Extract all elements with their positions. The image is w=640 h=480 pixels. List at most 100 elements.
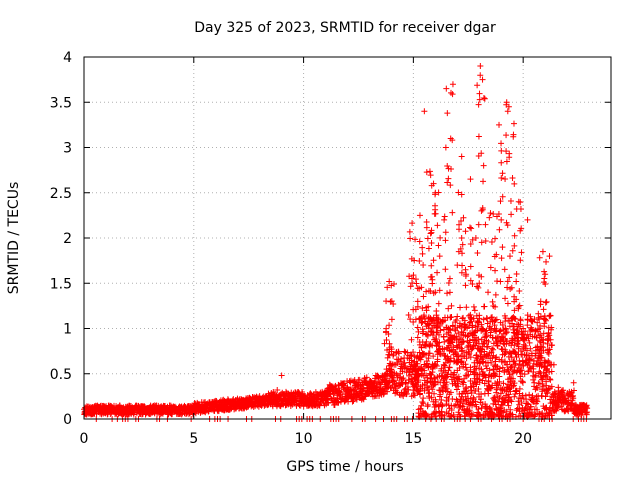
data-point xyxy=(416,338,423,345)
data-point xyxy=(445,305,452,312)
data-point xyxy=(531,379,538,386)
data-point xyxy=(569,393,576,400)
data-point xyxy=(458,269,465,276)
data-point xyxy=(274,387,281,394)
data-point xyxy=(467,240,474,247)
data-point xyxy=(504,108,511,115)
data-point xyxy=(423,224,430,231)
data-point xyxy=(309,393,316,400)
data-point xyxy=(407,235,414,242)
data-point xyxy=(539,248,546,255)
data-point xyxy=(506,274,513,281)
data-point xyxy=(497,327,504,334)
data-point xyxy=(476,280,483,287)
data-point xyxy=(475,133,482,140)
x-axis-ticks: 0 5 10 15 20 xyxy=(80,57,532,447)
data-point xyxy=(419,326,426,333)
data-point xyxy=(466,224,473,231)
data-point xyxy=(462,364,469,371)
data-point xyxy=(502,359,509,366)
data-point xyxy=(379,387,386,394)
data-point xyxy=(386,278,393,285)
data-point xyxy=(477,396,484,403)
data-point xyxy=(504,222,511,229)
data-point xyxy=(362,377,369,384)
data-point xyxy=(469,281,476,288)
data-point xyxy=(401,348,408,355)
data-point xyxy=(536,355,543,362)
data-point xyxy=(480,371,487,378)
data-point xyxy=(437,379,444,386)
data-point xyxy=(418,314,425,321)
data-point xyxy=(454,380,461,387)
y-tick-label: 1 xyxy=(63,322,72,338)
data-point xyxy=(427,274,434,281)
data-point xyxy=(433,308,440,315)
data-point xyxy=(546,253,553,260)
data-point xyxy=(384,354,391,361)
data-point xyxy=(440,333,447,340)
data-point xyxy=(543,366,550,373)
data-point xyxy=(411,392,418,399)
data-point xyxy=(438,403,445,410)
data-point xyxy=(441,216,448,223)
data-point xyxy=(542,316,549,323)
y-tick-label: 0 xyxy=(63,412,72,428)
data-point xyxy=(408,357,415,364)
data-point xyxy=(454,313,461,320)
x-tick-label: 15 xyxy=(404,431,422,447)
data-point xyxy=(528,326,535,333)
data-point xyxy=(424,235,431,242)
data-point xyxy=(537,339,544,346)
data-point xyxy=(425,245,432,252)
data-point xyxy=(507,397,514,404)
data-point xyxy=(549,342,556,349)
data-point xyxy=(488,345,495,352)
data-point xyxy=(511,242,518,249)
data-point xyxy=(381,340,388,347)
data-point xyxy=(467,277,474,284)
data-point xyxy=(571,387,578,394)
data-point xyxy=(456,404,463,411)
data-point xyxy=(498,216,505,223)
data-point xyxy=(511,315,518,322)
data-point xyxy=(544,340,551,347)
data-point xyxy=(524,400,531,407)
data-point xyxy=(412,236,419,243)
data-point xyxy=(570,395,577,402)
data-point xyxy=(497,338,504,345)
data-point xyxy=(441,317,448,324)
data-point xyxy=(513,271,520,278)
data-point xyxy=(536,368,543,375)
data-point xyxy=(429,276,436,283)
data-point xyxy=(449,91,456,98)
data-point xyxy=(384,284,391,291)
data-point xyxy=(538,343,545,350)
data-point xyxy=(407,283,414,290)
data-point xyxy=(102,408,109,415)
data-point xyxy=(436,339,443,346)
data-point xyxy=(559,393,566,400)
data-point xyxy=(420,400,427,407)
data-point xyxy=(540,383,547,390)
data-point xyxy=(341,382,348,389)
data-point xyxy=(467,378,474,385)
data-point xyxy=(543,298,550,305)
data-point xyxy=(409,220,416,227)
data-point xyxy=(488,238,495,245)
data-point xyxy=(495,211,502,218)
data-point xyxy=(555,384,562,391)
data-point xyxy=(390,351,397,358)
data-point xyxy=(475,406,482,413)
data-point xyxy=(520,331,527,338)
x-axis-title: GPS time / hours xyxy=(286,459,403,475)
data-point xyxy=(434,315,441,322)
data-point xyxy=(492,235,499,242)
data-point xyxy=(509,337,516,344)
data-point xyxy=(533,406,540,413)
data-point xyxy=(478,239,485,246)
data-point xyxy=(439,412,446,419)
data-point xyxy=(486,214,493,221)
data-point xyxy=(496,378,503,385)
data-point xyxy=(449,209,456,216)
